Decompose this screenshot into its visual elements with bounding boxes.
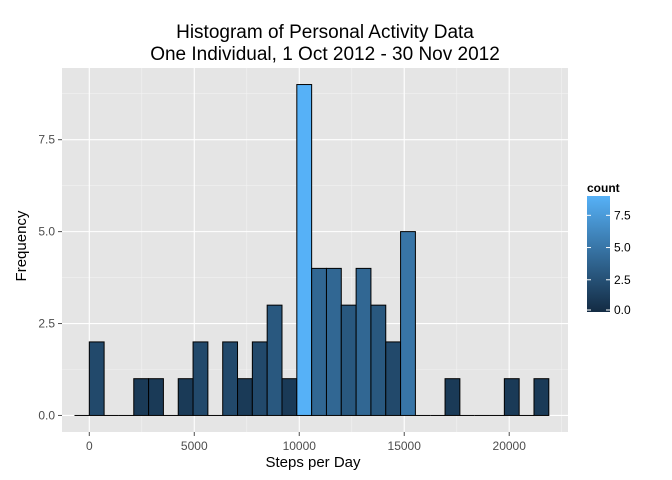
x-tick-label: 20000 — [493, 439, 527, 453]
x-tick-label: 0 — [86, 439, 93, 453]
histogram-bar-11 — [237, 378, 253, 416]
y-tick-label: 7.5 — [38, 133, 55, 147]
legend-title: count — [587, 181, 620, 195]
legend-tick-label: 0.0 — [614, 303, 631, 317]
histogram-bar-25 — [444, 378, 461, 416]
legend-tick-label: 7.5 — [614, 208, 631, 222]
histogram-bar-12 — [251, 341, 268, 416]
legend-ticks: 0.0 2.5 5.0 7.5 — [587, 208, 631, 317]
histogram-bar-29 — [503, 378, 520, 416]
histogram-bar-16 — [311, 267, 327, 416]
legend-color-bar — [587, 196, 610, 312]
histogram-bar-14 — [281, 378, 298, 416]
histogram-bar-10 — [222, 341, 239, 416]
y-tick-label: 5.0 — [38, 225, 55, 239]
chart-title-line-2: One Individual, 1 Oct 2012 - 30 Nov 2012 — [150, 44, 500, 65]
histogram-bar-17 — [325, 267, 342, 416]
y-tick-label: 0.0 — [38, 408, 55, 422]
histogram-bar-8 — [192, 341, 209, 416]
y-tick-label: 2.5 — [38, 317, 55, 331]
histogram-bar-13 — [266, 304, 283, 416]
legend-tick-label: 5.0 — [614, 241, 631, 255]
x-axis-ticks: 0 5000 10000 15000 20000 — [86, 432, 526, 453]
x-tick-label: 5000 — [181, 439, 208, 453]
x-tick-label: 10000 — [283, 439, 317, 453]
color-legend: count 0.0 2.5 5.0 7.5 — [587, 181, 631, 317]
histogram-bar-4 — [133, 378, 150, 416]
histogram-bar-15 — [296, 84, 313, 416]
histogram-bar-7 — [177, 378, 194, 416]
y-axis-ticks: 0.0 2.5 5.0 7.5 — [38, 133, 62, 422]
histogram-bar-1 — [88, 341, 105, 416]
x-tick-label: 15000 — [388, 439, 422, 453]
histogram-bar-18 — [340, 304, 357, 416]
x-axis-title: Steps per Day — [265, 454, 361, 471]
y-axis-title: Frequency — [13, 210, 30, 281]
histogram-bar-21 — [385, 341, 402, 416]
histogram-bar-20 — [370, 304, 387, 416]
histogram-bars — [74, 84, 550, 416]
histogram-bar-22 — [400, 231, 416, 416]
chart-title-line-1: Histogram of Personal Activity Data — [176, 22, 474, 43]
legend-tick-label: 2.5 — [614, 273, 631, 287]
histogram-bar-5 — [148, 378, 164, 416]
histogram-bar-31 — [533, 378, 550, 416]
histogram-bar-19 — [355, 267, 372, 416]
